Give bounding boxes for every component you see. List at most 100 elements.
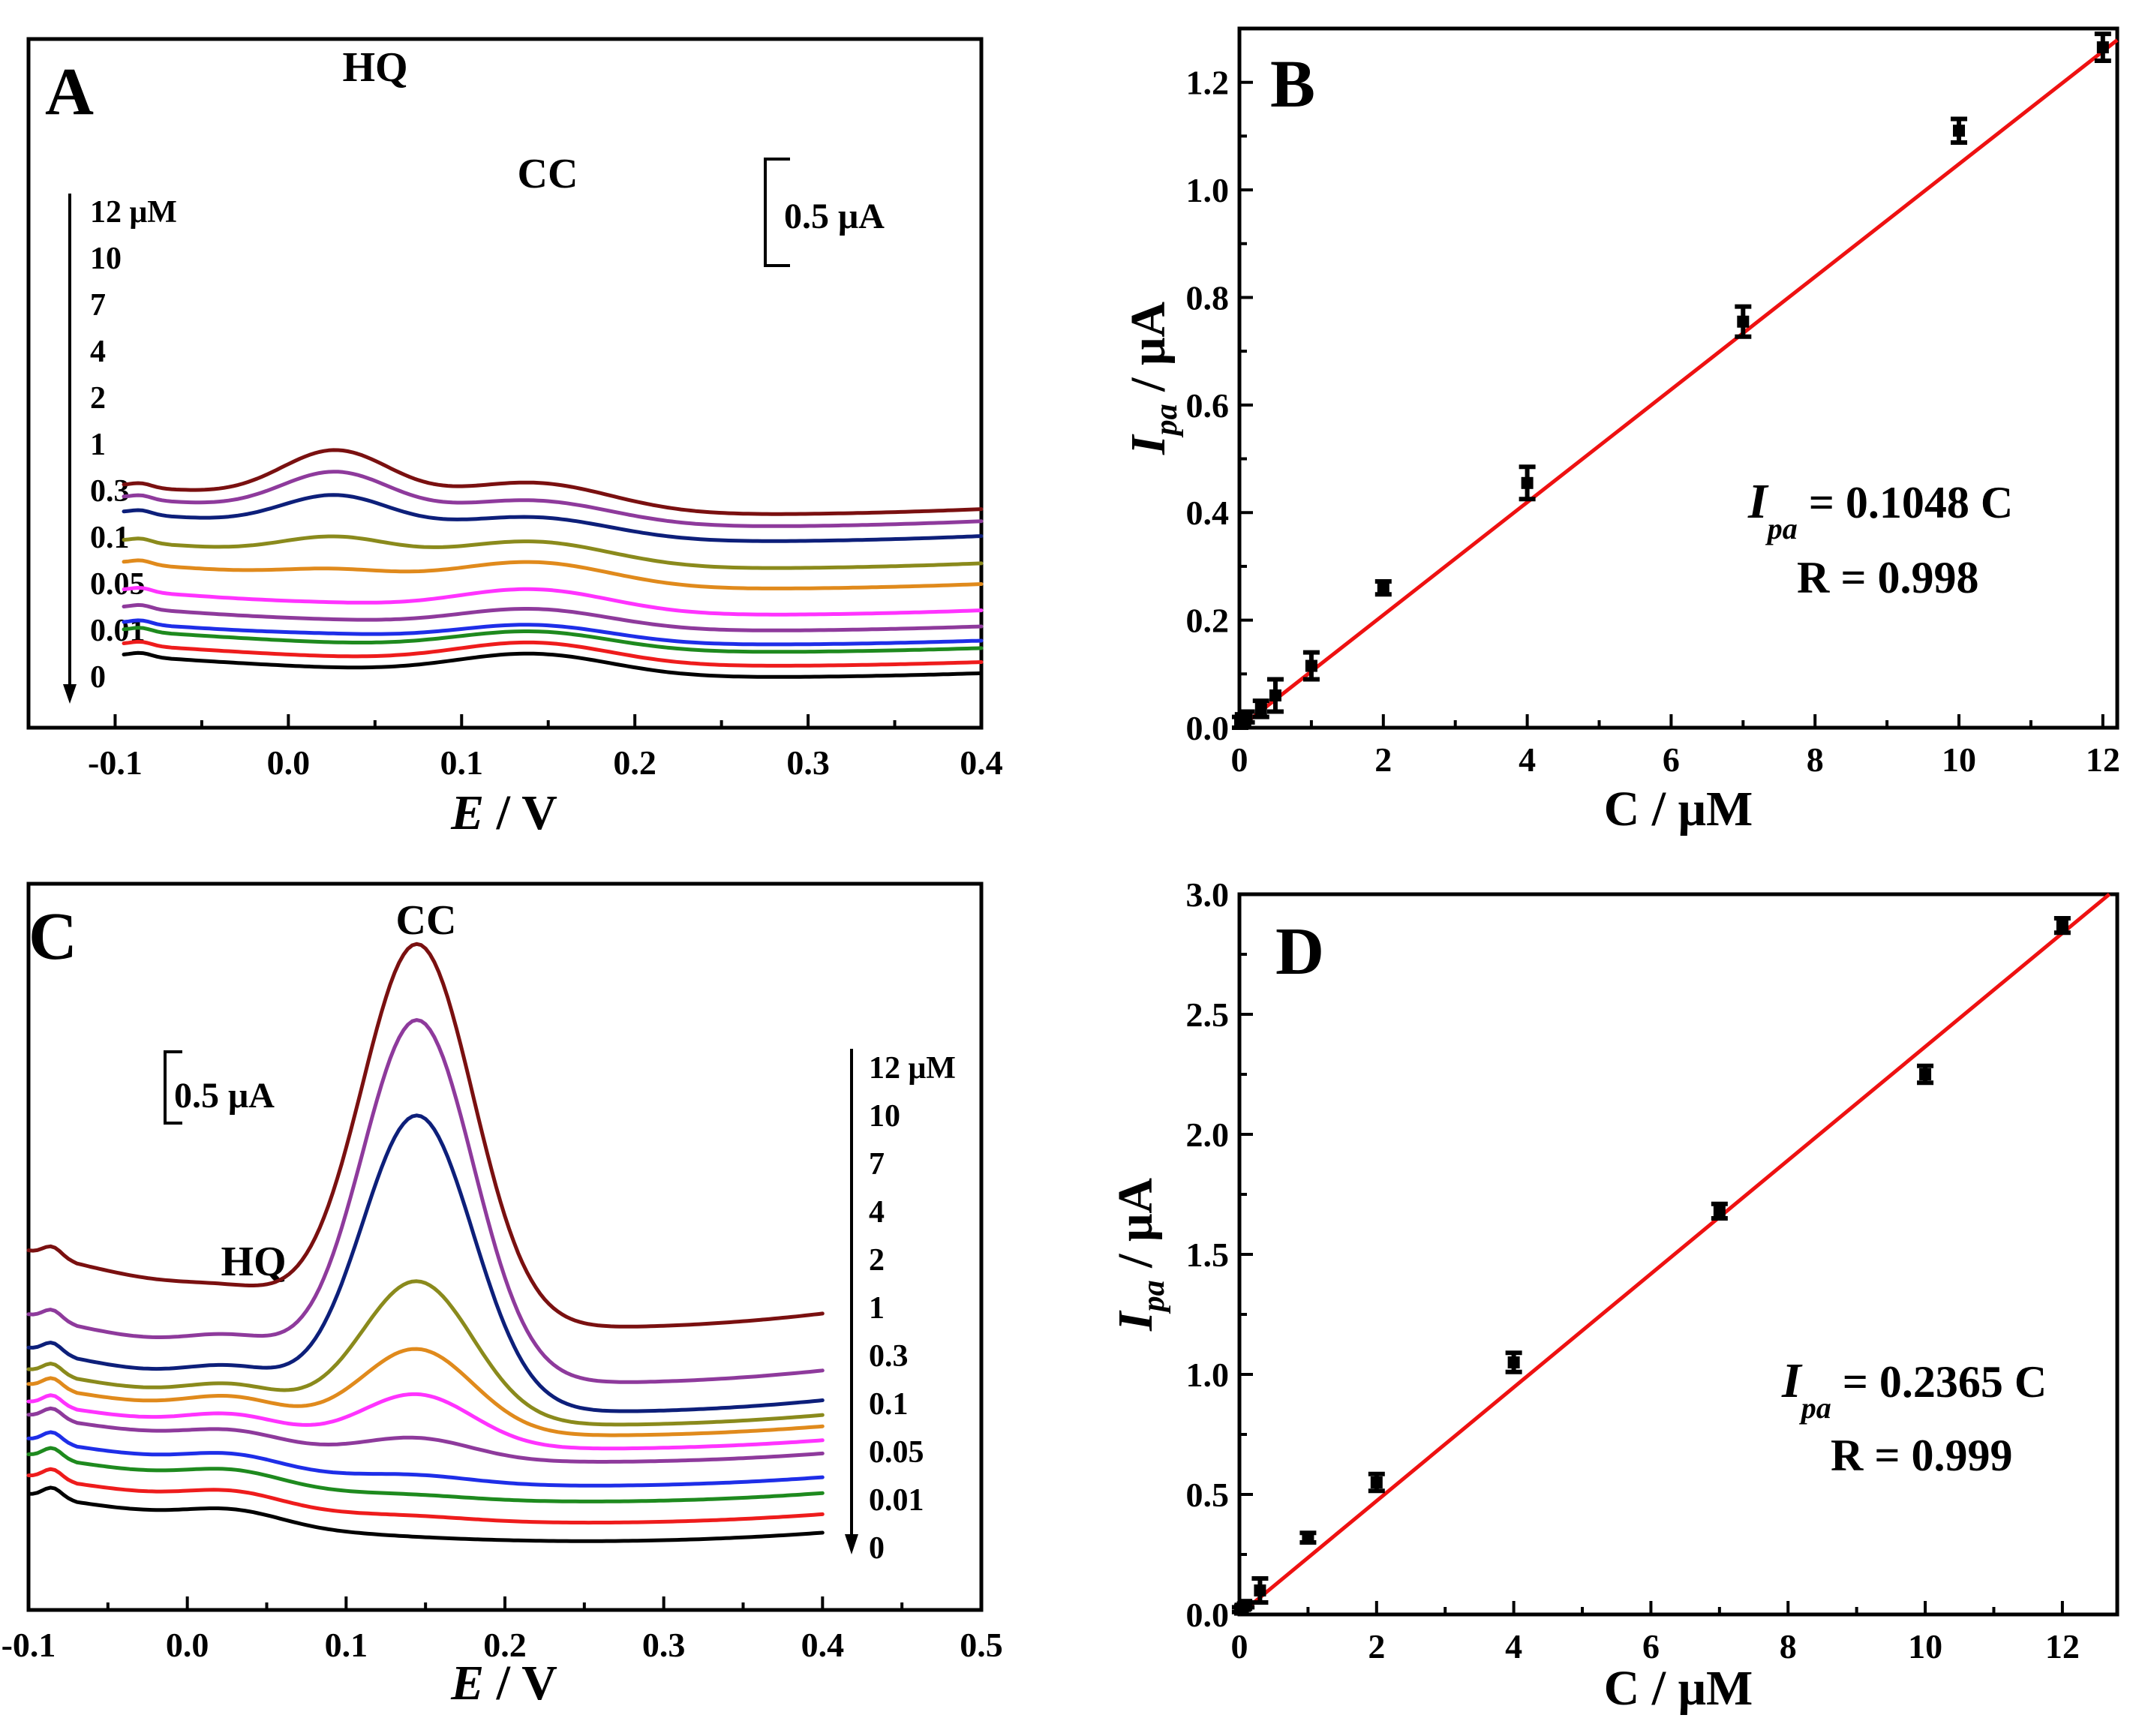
conc-label-c-8: 0.05 xyxy=(869,1435,924,1470)
panel-b-letter: B xyxy=(1270,47,1315,122)
panel-c-scale-label: 0.5 μA xyxy=(174,1076,275,1116)
marker-b-4 xyxy=(1269,689,1281,701)
xtick-label-d-4: 8 xyxy=(1780,1627,1797,1665)
conc-label-c-10: 0 xyxy=(869,1531,885,1566)
marker-b-6 xyxy=(1377,581,1389,594)
conc-label-c-4: 2 xyxy=(869,1243,885,1278)
panel-d-ticks: 0 2 4 6 8 10 12 0.0 0.5 1.0 1.5 2.0 2.5 3.0 xyxy=(1186,876,2080,1665)
ytick-label-d-5: 2.5 xyxy=(1186,996,1230,1034)
xtick-label-d-6: 12 xyxy=(2045,1627,2080,1665)
panel-a-conc-arrowhead xyxy=(63,684,77,704)
cv-curve-c-5 xyxy=(26,1392,825,1451)
xtick-label-b-2: 4 xyxy=(1519,740,1536,779)
xtick-label-d-0: 0 xyxy=(1231,1627,1248,1665)
ytick-label-d-1: 0.5 xyxy=(1186,1476,1230,1514)
cv-curve-a-9 xyxy=(122,639,984,668)
ytick-label-d-6: 3.0 xyxy=(1186,876,1230,914)
marker-b-8 xyxy=(1737,315,1750,328)
ytick-label-b-3: 0.6 xyxy=(1186,386,1230,425)
panel-d-letter: D xyxy=(1275,915,1324,989)
marker-b-5 xyxy=(1305,659,1317,672)
panel-b-x-axis-label: C / μM xyxy=(1604,782,1753,836)
data-point-b-6 xyxy=(1374,578,1392,597)
data-point-b-7 xyxy=(1519,464,1536,502)
cv-curve-a-3 xyxy=(122,534,984,570)
data-point-b-2 xyxy=(1238,709,1255,725)
xtick-label-b-1: 2 xyxy=(1374,740,1392,779)
data-point-b-5 xyxy=(1302,650,1320,682)
data-point-b-10 xyxy=(2094,32,2111,64)
panel-a: A HQ CC 0.5 μA 12 μM1074210.30.10.050.01… xyxy=(26,37,1003,840)
cv-curve-c-1 xyxy=(26,1018,825,1384)
cv-curve-a-7 xyxy=(122,618,984,647)
ytick-label-d-4: 2.0 xyxy=(1186,1116,1230,1154)
conc-label-a-0: 12 μM xyxy=(90,195,177,230)
marker-d-2 xyxy=(1240,1599,1253,1611)
cv-curve-c-2 xyxy=(26,1113,825,1413)
ytick-label-b-5: 1.0 xyxy=(1186,171,1230,209)
panel-d: D 0 2 4 6 8 10 120.00.51.01.52.02.53.0 C / μM … xyxy=(1108,876,2119,1716)
conc-label-a-8: 0.05 xyxy=(90,567,146,602)
panel-a-x-ticks: -0.1 0.0 0.1 0.2 0.3 0.4 xyxy=(88,714,1003,782)
panel-b-y-axis-label: Ipa / μA xyxy=(1121,302,1184,455)
ytick-label-b-1: 0.2 xyxy=(1186,602,1230,640)
panel-b-ticks: 0 2 4 6 8 10 12 0.0 0.2 0.4 0.6 0.8 1.0 1.2 xyxy=(1186,64,2120,779)
cv-curve-c-3 xyxy=(26,1279,825,1427)
xtick-label-c-4: 0.3 xyxy=(642,1626,686,1664)
cv-curve-a-0 xyxy=(122,448,984,516)
ytick-label-d-3: 1.5 xyxy=(1186,1236,1230,1274)
cv-curve-a-5 xyxy=(122,586,984,617)
panel-c: C HQ CC 0.5 μA 12 μM1074210.30.10.050.01… xyxy=(2,882,1003,1710)
panel-b-equation: Ipa = 0.1048 C xyxy=(1747,474,2013,545)
cv-curve-c-7 xyxy=(26,1430,825,1488)
marker-d-4 xyxy=(1302,1531,1314,1544)
panel-c-cc-label: CC xyxy=(396,897,457,944)
xtick-label-d-2: 4 xyxy=(1505,1627,1522,1665)
panel-a-cc-label: CC xyxy=(518,151,578,197)
conc-label-c-5: 1 xyxy=(869,1291,885,1326)
conc-label-c-3: 4 xyxy=(869,1195,885,1230)
data-point-d-7 xyxy=(1711,1201,1728,1221)
panel-d-x-axis-label: C / μM xyxy=(1604,1661,1753,1716)
cv-curve-a-4 xyxy=(122,558,984,590)
panel-d-equation: Ipa = 0.2365 C xyxy=(1781,1353,2047,1425)
xtick-label-a-3: 0.2 xyxy=(613,743,656,782)
panel-b-frame xyxy=(1237,26,2119,730)
xtick-label-c-0: -0.1 xyxy=(2,1626,56,1664)
panel-a-scale-label: 0.5 μA xyxy=(784,197,885,236)
panel-c-concentration-labels: 12 μM 10 7 4 2 1 0.3 0.1 0.05 0.01 0 xyxy=(869,1051,956,1566)
xtick-label-d-3: 6 xyxy=(1642,1627,1660,1665)
cv-curve-a-1 xyxy=(122,470,984,528)
xtick-label-b-3: 6 xyxy=(1663,740,1680,779)
conc-label-c-0: 12 μM xyxy=(869,1051,956,1086)
panel-c-letter: C xyxy=(29,900,77,974)
ytick-label-d-2: 1.0 xyxy=(1186,1356,1230,1394)
cv-curve-a-2 xyxy=(122,493,984,543)
marker-b-3 xyxy=(1254,702,1267,715)
conc-label-c-6: 0.3 xyxy=(869,1339,909,1374)
conc-label-c-7: 0.1 xyxy=(869,1387,909,1422)
conc-label-a-5: 1 xyxy=(90,428,106,462)
panel-a-letter: A xyxy=(45,55,94,129)
panel-c-conc-arrowhead xyxy=(845,1534,858,1554)
ytick-label-d-0: 0.0 xyxy=(1186,1596,1230,1634)
marker-d-8 xyxy=(1919,1068,1932,1080)
ytick-label-b-0: 0.0 xyxy=(1186,709,1230,747)
panel-c-x-ticks: -0.1 0.0 0.1 0.2 0.3 0.4 0.5 xyxy=(2,1596,1003,1664)
xtick-label-b-6: 12 xyxy=(2086,740,2120,779)
conc-label-a-7: 0.1 xyxy=(90,521,130,555)
panel-a-frame xyxy=(26,37,984,730)
conc-label-a-1: 10 xyxy=(90,242,122,276)
marker-d-5 xyxy=(1370,1476,1383,1488)
panel-a-hq-label: HQ xyxy=(342,44,407,91)
panel-c-hq-label: HQ xyxy=(221,1239,286,1285)
data-point-b-4 xyxy=(1266,677,1284,714)
marker-d-3 xyxy=(1254,1584,1266,1596)
data-point-b-9 xyxy=(1951,116,1968,145)
marker-b-9 xyxy=(1953,125,1966,137)
cv-curve-c-0 xyxy=(26,942,825,1329)
cv-curve-c-9 xyxy=(26,1467,825,1525)
panel-b: B 0 2 4 6 8 10 120.00.20.40.60.81.01.2 C / μM … xyxy=(1121,26,2120,836)
cv-curve-a-6 xyxy=(122,602,984,632)
